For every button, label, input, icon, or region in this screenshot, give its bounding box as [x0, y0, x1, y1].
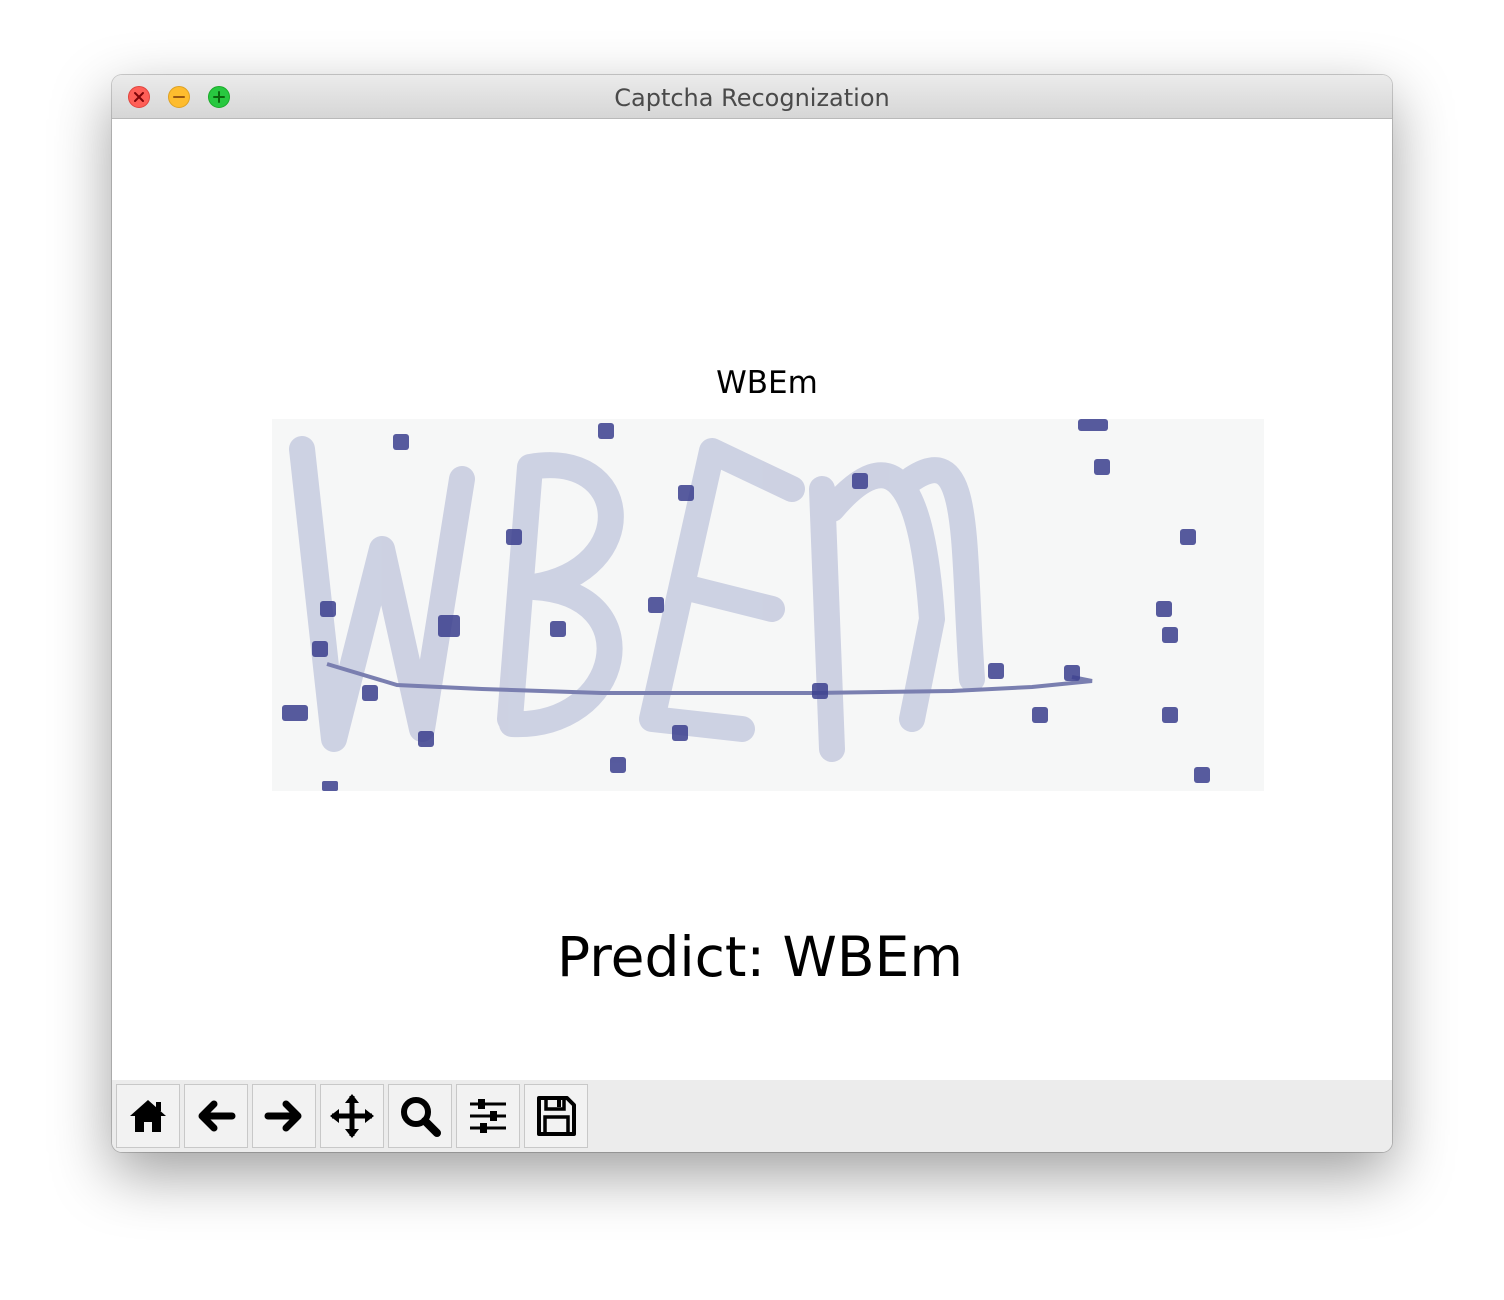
configure-subplots-button[interactable]: [456, 1084, 520, 1148]
navigation-toolbar: [112, 1080, 1392, 1152]
close-window-button[interactable]: [128, 86, 150, 108]
back-button[interactable]: [184, 1084, 248, 1148]
zoom-magnifier-icon: [401, 1097, 441, 1137]
captcha-image: [272, 419, 1264, 791]
home-icon: [130, 1100, 166, 1132]
save-button[interactable]: [524, 1084, 588, 1148]
window-title: Captcha Recognization: [614, 84, 890, 112]
minimize-window-button[interactable]: [168, 86, 190, 108]
back-arrow-icon: [198, 1100, 236, 1132]
forward-arrow-icon: [264, 1100, 302, 1132]
maximize-icon: [213, 91, 225, 103]
close-icon: [134, 92, 144, 102]
minimize-icon: [173, 96, 185, 98]
home-button[interactable]: [116, 1084, 180, 1148]
axes-title: WBEm: [716, 365, 818, 401]
maximize-window-button[interactable]: [208, 86, 230, 108]
configure-subplots-icon: [470, 1099, 506, 1133]
app-window: Captcha Recognization WBEm: [112, 75, 1392, 1152]
zoom-button[interactable]: [388, 1084, 452, 1148]
save-floppy-icon: [537, 1096, 576, 1136]
figure-canvas[interactable]: WBEm: [112, 119, 1392, 1080]
title-bar[interactable]: Captcha Recognization: [112, 75, 1392, 119]
pan-button[interactable]: [320, 1084, 384, 1148]
forward-button[interactable]: [252, 1084, 316, 1148]
predict-label: Predict: WBEm: [557, 925, 963, 989]
pan-move-icon: [330, 1094, 374, 1138]
